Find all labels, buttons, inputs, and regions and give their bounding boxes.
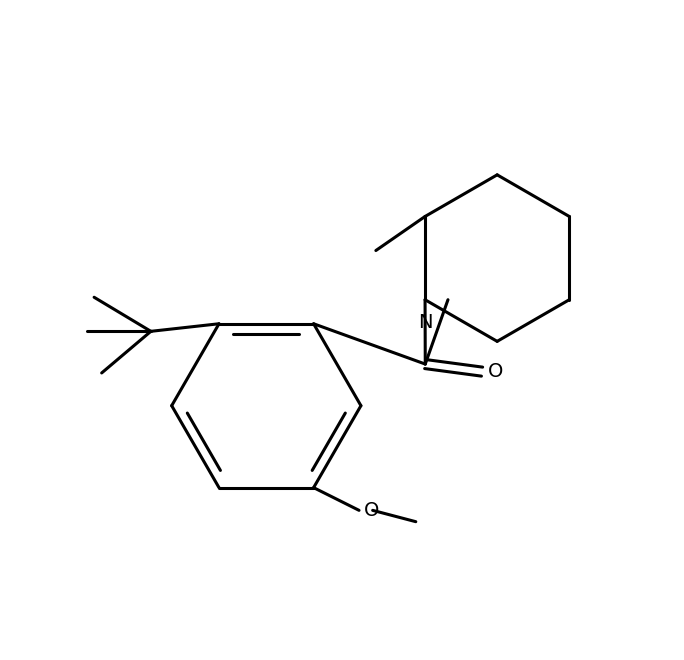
Text: O: O [488, 362, 503, 381]
Text: N: N [418, 314, 432, 333]
Text: O: O [364, 501, 379, 520]
